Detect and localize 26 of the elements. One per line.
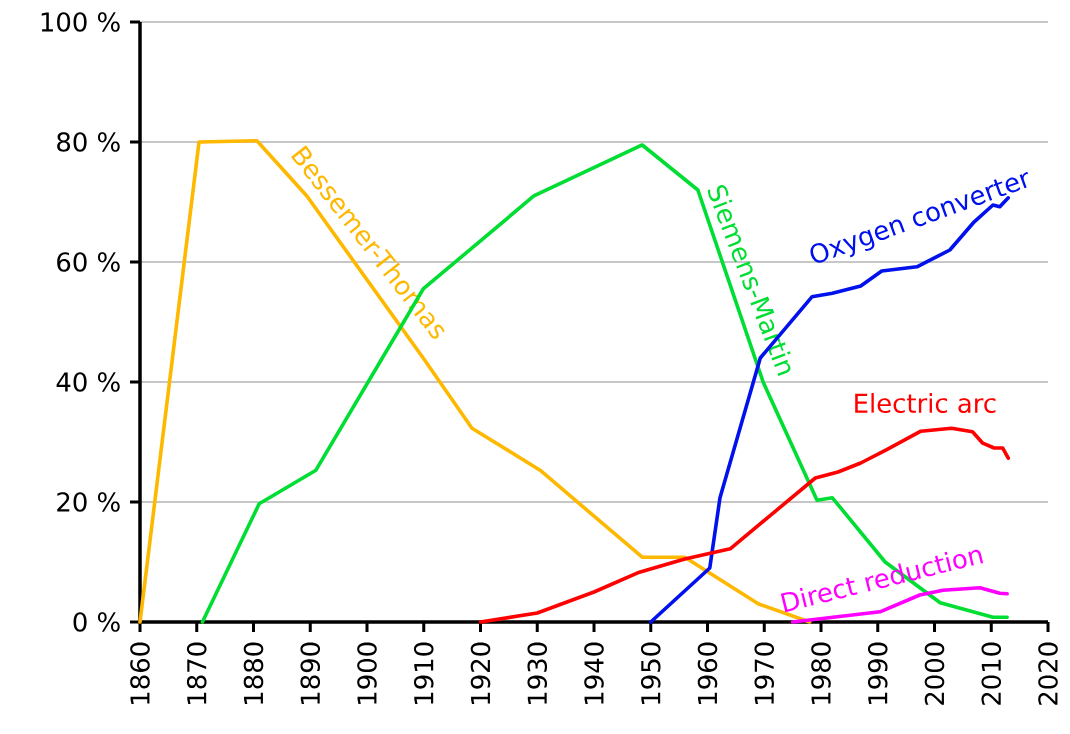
x-tick-label: 1970 bbox=[754, 642, 775, 704]
line-series bbox=[478, 426, 1011, 624]
x-tick-label: 1990 bbox=[867, 642, 888, 704]
series-label: Electric arc bbox=[855, 392, 996, 414]
y-tick-label: 20 % bbox=[57, 492, 120, 512]
x-tick-label: 1950 bbox=[640, 642, 661, 704]
x-tick-label: 1960 bbox=[697, 642, 718, 704]
y-tick-label: 100 % bbox=[41, 12, 120, 32]
y-tick-label: 80 % bbox=[57, 132, 120, 152]
x-tick-label: 1980 bbox=[811, 642, 831, 704]
x-tick-label: 1870 bbox=[186, 642, 207, 704]
x-tick-label: 2010 bbox=[981, 642, 1002, 705]
x-tick-label: 1910 bbox=[413, 642, 434, 704]
text: Direct reduction bbox=[780, 549, 984, 613]
x-tick-label: 1880 bbox=[243, 642, 264, 704]
y-tick-label: 40 % bbox=[56, 372, 120, 392]
x-tick-label: 2000 bbox=[924, 642, 945, 705]
x-tick-label: 1900 bbox=[357, 642, 377, 704]
y-tick-label: 0 % bbox=[73, 612, 120, 632]
x-tick-label: 2020 bbox=[1038, 642, 1058, 705]
x-tick-label: 1860 bbox=[130, 642, 150, 704]
y-tick-label: 60 % bbox=[57, 252, 120, 272]
x-tick-label: 1890 bbox=[300, 642, 321, 704]
x-tick-label: 1930 bbox=[527, 642, 548, 704]
x-tick-label: 1940 bbox=[584, 642, 604, 704]
x-tick-label: 1920 bbox=[470, 642, 491, 704]
